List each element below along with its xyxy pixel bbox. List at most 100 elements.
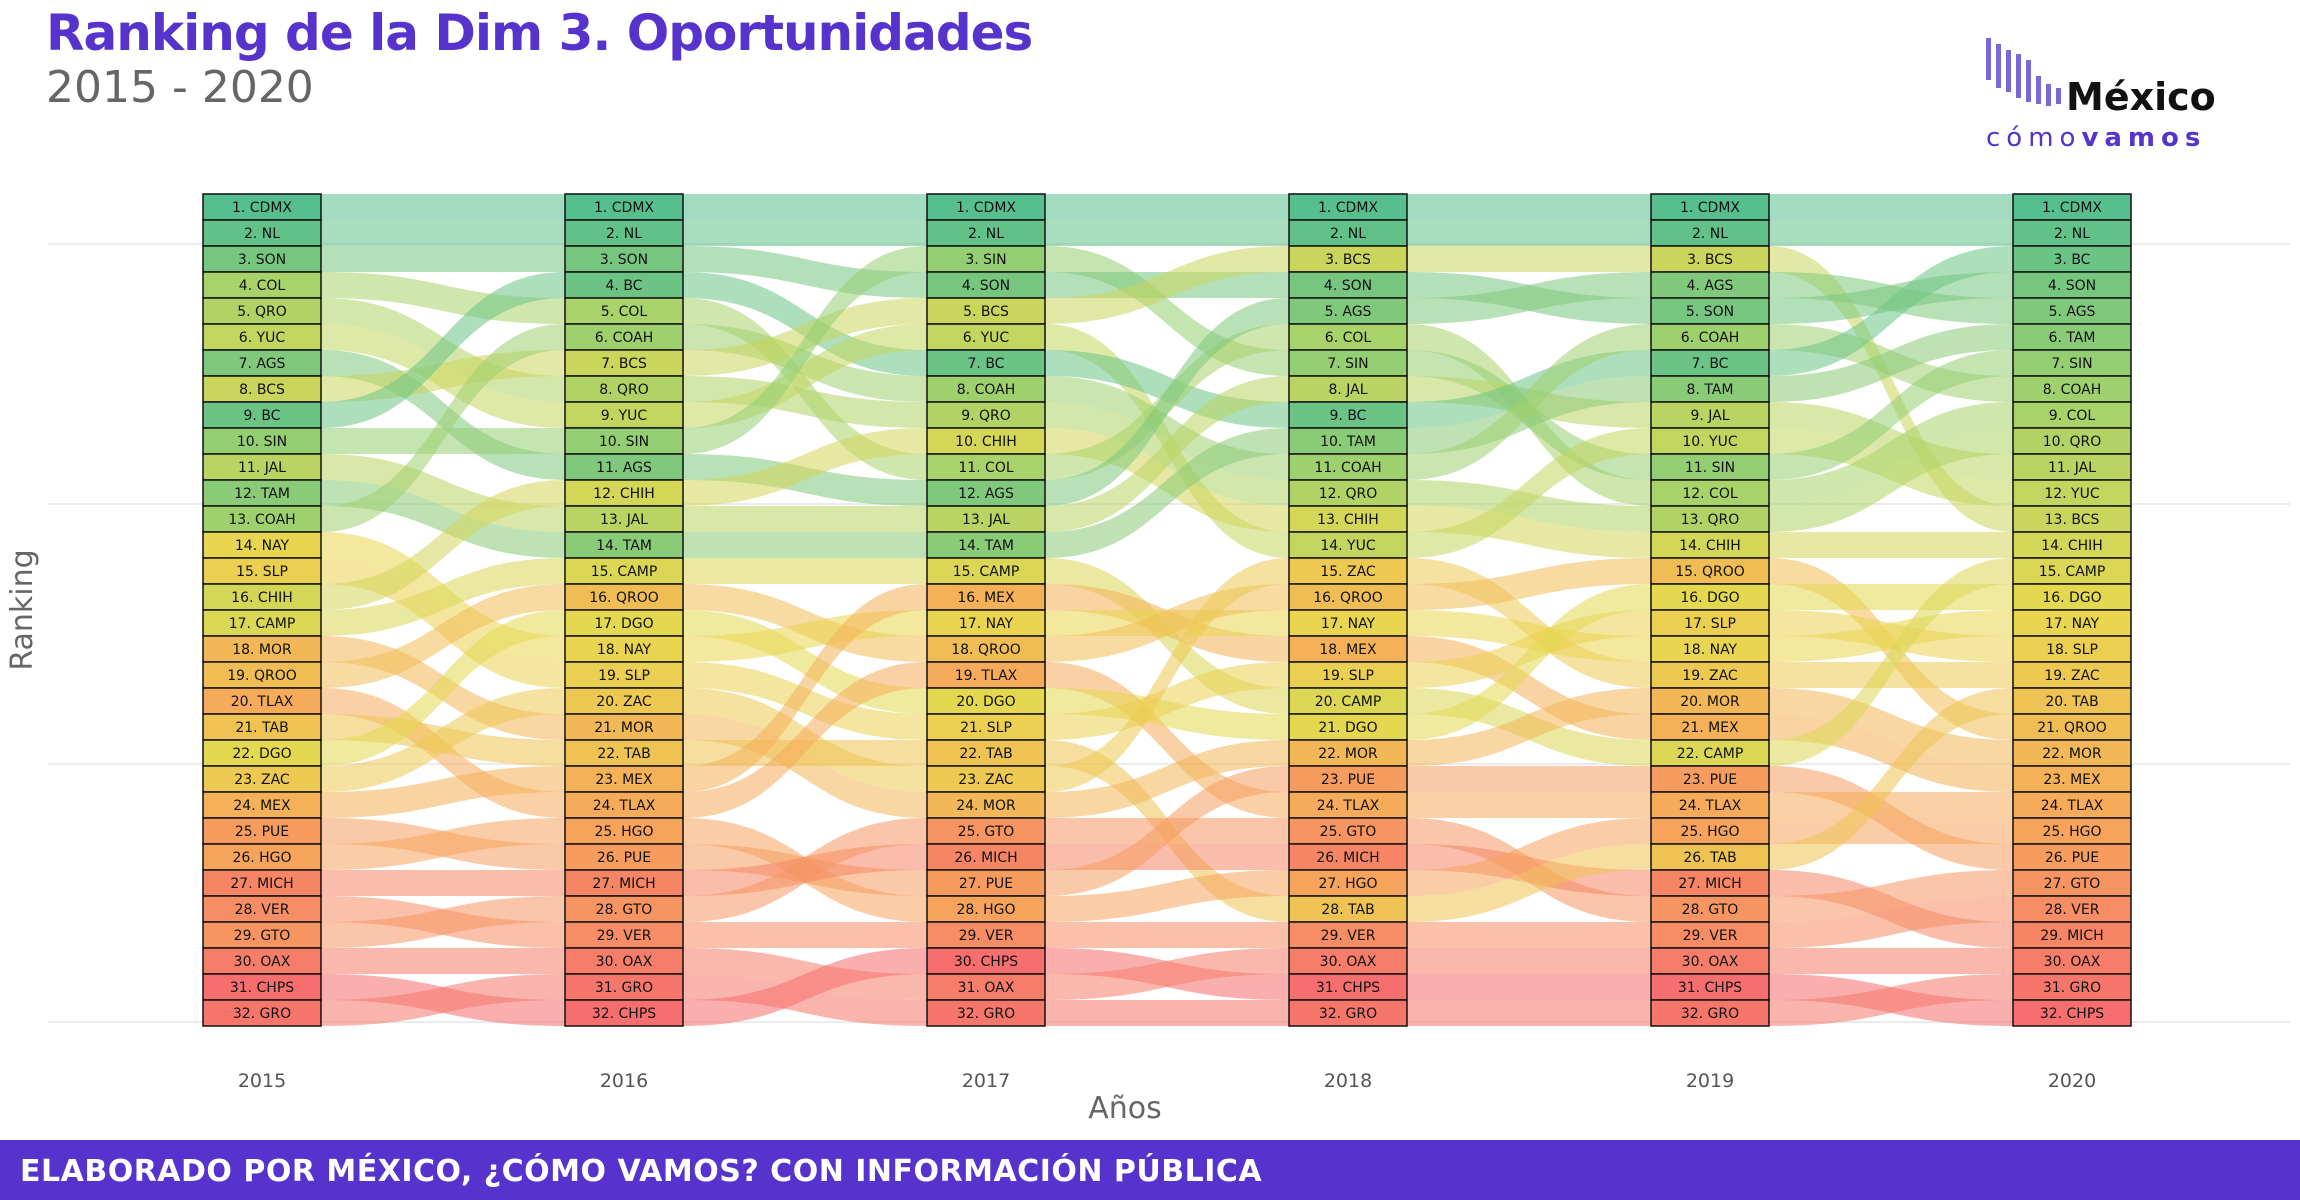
flow-band [1045, 1000, 1289, 1026]
rank-box [2012, 557, 2132, 585]
rank-label: 19. SLP [598, 668, 650, 684]
flow-band [1769, 532, 2013, 558]
flow-band [1407, 792, 1651, 818]
rank-label: 26. TAB [1683, 850, 1736, 866]
rank-label: 10. YUC [1682, 434, 1738, 450]
rank-label: 26. MICH [1316, 850, 1379, 866]
rank-box [202, 817, 322, 845]
rank-label: 32. GRO [233, 1006, 291, 1022]
flow-band [683, 584, 927, 792]
rank-box [1288, 479, 1408, 507]
flow-band [1045, 246, 1289, 324]
rank-label: 18. NAY [1683, 642, 1738, 658]
flow-band [321, 948, 565, 974]
rank-label: 18. QROO [951, 642, 1021, 658]
rank-label: 26. PUE [597, 850, 651, 866]
rank-box [564, 193, 684, 221]
rank-label: 16. MEX [957, 590, 1015, 606]
x-tick-label: 2020 [2048, 1070, 2096, 1092]
rank-box [926, 271, 1046, 299]
rank-box [1650, 687, 1770, 715]
rank-box [2012, 843, 2132, 871]
rank-box [1650, 323, 1770, 351]
rank-box [564, 557, 684, 585]
rank-box [2012, 271, 2132, 299]
rank-box [1288, 271, 1408, 299]
rank-box [564, 349, 684, 377]
rank-label: 15. CAMP [591, 564, 658, 580]
rank-label: 1. CDMX [1318, 200, 1378, 216]
rank-label: 23. PUE [1321, 772, 1375, 788]
rank-label: 6. COAH [595, 330, 653, 346]
rank-label: 25. PUE [235, 824, 289, 840]
flow-band [1769, 792, 2013, 818]
flow-band [1045, 662, 1289, 740]
rank-box [1288, 323, 1408, 351]
rank-label: 9. QRO [961, 408, 1011, 424]
mexico-como-vamos-logo: México cómovamos [1980, 38, 2260, 158]
flow-band [683, 220, 927, 246]
rank-label: 27. HGO [1318, 876, 1377, 892]
flow-band [1407, 688, 1651, 766]
rank-box [1650, 973, 1770, 1001]
flow-band [1769, 324, 2013, 402]
rank-box [564, 973, 684, 1001]
rank-label: 30. OAX [234, 954, 291, 970]
flow-band [683, 194, 927, 220]
rank-label: 24. TLAX [1679, 798, 1742, 814]
rank-label: 15. CAMP [2039, 564, 2106, 580]
rank-box [1288, 635, 1408, 663]
rank-box [564, 921, 684, 949]
rank-label: 8. BCS [239, 382, 285, 398]
rank-box [926, 297, 1046, 325]
rank-label: 17. DGO [594, 616, 653, 632]
flow-band [1045, 948, 1289, 1000]
rank-label: 22. MOR [2042, 746, 2102, 762]
rank-label: 11. JAL [238, 460, 286, 476]
rank-label: 24. TLAX [1317, 798, 1380, 814]
rank-label: 20. DGO [956, 694, 1015, 710]
rank-box [2012, 349, 2132, 377]
flow-band [683, 324, 927, 428]
rank-label: 20. MOR [1680, 694, 1740, 710]
rank-box [926, 219, 1046, 247]
rank-box [202, 947, 322, 975]
flow-band [1407, 428, 1651, 558]
rank-box [2012, 635, 2132, 663]
rank-label: 6. TAM [2049, 330, 2096, 346]
rank-box [1650, 505, 1770, 533]
rank-label: 2. NL [2054, 226, 2090, 242]
rank-label: 14. CHIH [2041, 538, 2103, 554]
footer-bar: ELABORADO POR MÉXICO, ¿CÓMO VAMOS? CON I… [0, 1140, 2300, 1200]
rank-label: 5. QRO [237, 304, 287, 320]
rank-label: 16. DGO [2042, 590, 2101, 606]
rank-label: 30. OAX [1320, 954, 1377, 970]
rank-box [1288, 765, 1408, 793]
flow-band [1407, 1000, 1651, 1026]
rank-label: 30. OAX [1682, 954, 1739, 970]
rank-box [202, 505, 322, 533]
rank-box [1288, 973, 1408, 1001]
rank-box [1288, 245, 1408, 273]
rank-box [2012, 323, 2132, 351]
rank-label: 1. CDMX [1680, 200, 1740, 216]
rank-box [2012, 505, 2132, 533]
rank-box [1288, 583, 1408, 611]
rank-label: 21. QROO [2037, 720, 2107, 736]
flow-band [683, 558, 927, 584]
rank-label: 2. NL [606, 226, 642, 242]
rank-box [1650, 453, 1770, 481]
rank-label: 23. ZAC [234, 772, 290, 788]
rank-box [564, 323, 684, 351]
rank-label: 11. COAH [1314, 460, 1381, 476]
rank-label: 9. BC [244, 408, 281, 424]
rank-label: 18. MEX [1319, 642, 1377, 658]
rank-label: 14. TAM [596, 538, 652, 554]
rank-box [564, 739, 684, 767]
rank-label: 4. COL [239, 278, 286, 294]
rank-label: 30. OAX [596, 954, 653, 970]
rank-box [564, 843, 684, 871]
rank-label: 16. QROO [1313, 590, 1383, 606]
rank-box [1288, 921, 1408, 949]
rank-label: 6. YUC [963, 330, 1010, 346]
